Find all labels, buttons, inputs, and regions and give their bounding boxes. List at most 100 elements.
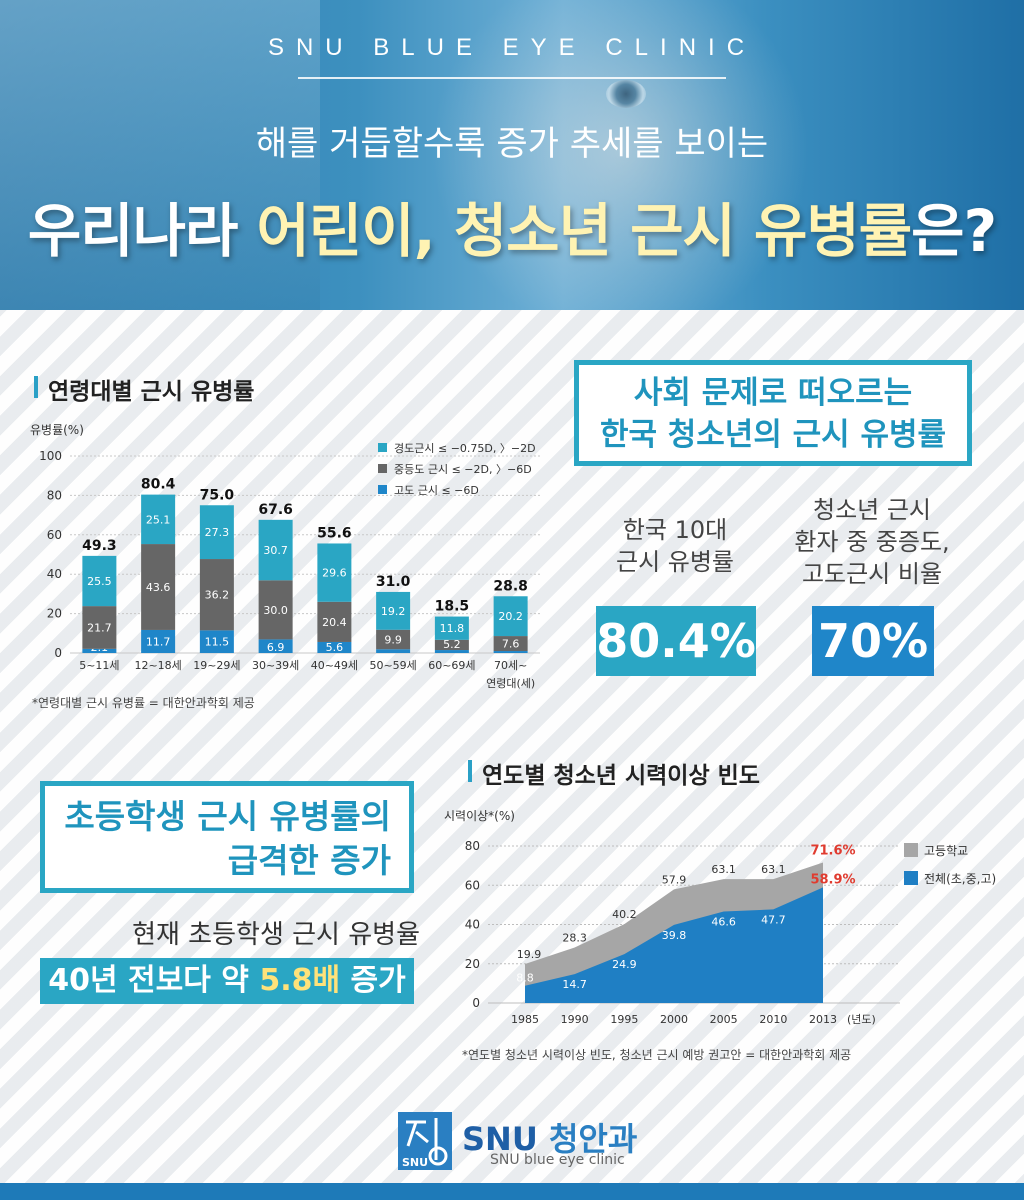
bar-legend-label: 중등도 근시 ≤ −2D, 〉−6D	[394, 463, 532, 476]
stat-severe-label-2: 환자 중 중증도,	[794, 528, 950, 556]
age-bar-chart: 유병률(%)0204060801002.121.725.549.35~11세11…	[30, 423, 540, 690]
bar-segment-label: 36.2	[205, 589, 230, 602]
stat-teen-label: 한국 10대 근시 유병률	[580, 514, 770, 578]
bar-total-label: 75.0	[200, 487, 235, 503]
bar-segment	[434, 650, 469, 653]
hero-title-part1: 우리나라	[27, 197, 257, 265]
area-legend-label: 고등학교	[924, 844, 968, 858]
bar-category-label: 12~18세	[134, 659, 181, 672]
logo-name-kr: 청안과	[548, 1120, 638, 1158]
bar-segment-label: 29.6	[322, 567, 347, 580]
bar-segment	[82, 555, 117, 607]
hero-title-part2: 은?	[911, 197, 997, 265]
bar-category-label: 30~39세	[252, 659, 299, 672]
area-data-label: 8.8	[516, 972, 534, 985]
bar-segment-label: 19.2	[381, 605, 406, 618]
bar-ytick-label: 60	[47, 528, 62, 542]
callout-elementary-line2: 급격한 증가	[227, 841, 391, 880]
section-heading-year: 연도별 청소년 시력이상 빈도	[468, 756, 760, 790]
age-chart-note: *연령대별 근시 유병률 = 대한안과학회 제공	[32, 696, 255, 710]
callout-social-issue: 사회 문제로 떠오르는 한국 청소년의 근시 유병률	[574, 360, 972, 466]
bar-segment	[317, 601, 352, 642]
bar-total-label: 55.6	[317, 525, 352, 541]
bar-segment-label: 5.2	[443, 638, 461, 651]
bar-segment	[199, 505, 234, 560]
callout-social-line1: 사회 문제로 떠오르는	[633, 375, 913, 411]
bar-segment-label: 9.9	[384, 634, 402, 647]
clinic-logo-icon: SNU	[398, 1112, 452, 1170]
bar-segment-label: 25.5	[87, 575, 112, 588]
bar-segment	[141, 494, 176, 545]
bar-total-label: 67.6	[258, 502, 293, 518]
year-area-chart: 시력이상*(%) 0 20 40 60 80 1985 1990 1995 2000 2005 201…	[444, 809, 996, 1026]
area-xtick-label: 2013	[809, 1013, 837, 1026]
bar-total-label: 18.5	[435, 599, 470, 615]
stat-severe-label-1: 청소년 근시	[812, 496, 932, 524]
bar-ytick-label: 40	[47, 567, 62, 581]
bar-total-label: 80.4	[141, 477, 176, 493]
bar-segment	[434, 616, 469, 640]
bar-category-label: 40~49세	[311, 659, 358, 672]
bar-ytick-label: 80	[47, 488, 62, 502]
bar-category-label: 50~59세	[369, 659, 416, 672]
bar-segment	[493, 651, 528, 653]
bar-segment	[141, 544, 176, 630]
hero-photo-equipment	[0, 0, 320, 310]
area-xtick-label: 1995	[610, 1013, 638, 1026]
stat-teen-label-1: 한국 10대	[622, 516, 728, 544]
bar-total-label: 49.3	[82, 538, 117, 554]
bar-segment	[493, 596, 528, 637]
area-data-label: 40.2	[612, 908, 637, 921]
callout-elementary-line1: 초등학생 근시 유병률의	[64, 797, 391, 836]
area-data-label: 63.1	[761, 863, 786, 876]
bar-segment	[258, 639, 293, 653]
bar-xlabel-suffix: 연령대(세)	[486, 677, 535, 690]
bar-segment-label: 11.7	[146, 635, 171, 648]
logo-name-en: SNU	[462, 1120, 549, 1158]
bar-segment	[199, 630, 234, 653]
area-data-label: 57.9	[662, 873, 687, 886]
area-data-label: 28.3	[562, 931, 587, 944]
bar-legend-label: 고도 근시 ≤ −6D	[394, 484, 479, 497]
bar-segment	[82, 648, 117, 653]
area-ytick-label: 0	[472, 996, 480, 1010]
area-data-label: 24.9	[612, 958, 637, 971]
bar-category-label: 5~11세	[79, 659, 119, 672]
area-ytick-label: 40	[465, 918, 480, 932]
area-xtick-label: 1985	[511, 1013, 539, 1026]
bar-segment	[317, 641, 352, 653]
bar-segment	[82, 606, 117, 649]
hero-divider	[298, 77, 726, 79]
footer-bar	[0, 1183, 1024, 1200]
area-data-label: 19.9	[517, 948, 542, 961]
area-data-label: 58.9%	[810, 872, 855, 887]
clinic-logo-mark: SNU	[398, 1112, 452, 1170]
brand-line: SNU BLUE EYE CLINIC	[267, 34, 757, 61]
bar-segment-label: 21.7	[87, 621, 112, 634]
stat-teen-label-2: 근시 유병률	[615, 548, 735, 576]
hero-title-highlight: 어린이, 청소년 근시 유병률	[256, 197, 913, 265]
area-legend-swatch	[904, 871, 918, 885]
bar-total-label: 28.8	[493, 578, 528, 594]
bar-segment	[493, 636, 528, 652]
bar-ytick-label: 20	[47, 607, 62, 621]
bar-ytick-label: 100	[39, 449, 62, 463]
bar-segment-label: 27.3	[205, 526, 230, 539]
bar-segment	[199, 559, 234, 631]
bar-ylabel: 유병률(%)	[30, 423, 84, 437]
area-xtick-label: 2010	[759, 1013, 787, 1026]
section-heading-age: 연령대별 근시 유병률	[34, 372, 254, 406]
growth-banner: 40년 전보다 약 5.8배 증가	[40, 958, 414, 1004]
bar-legend-swatch	[378, 443, 387, 452]
bar-category-label: 60~69세	[428, 659, 475, 672]
area-xtick-label: 1990	[561, 1013, 589, 1026]
logo-mark-text: SNU	[402, 1156, 428, 1169]
area-data-label: 46.6	[711, 916, 736, 929]
growth-banner-part2: 증가	[340, 963, 406, 998]
year-chart-container: 시력이상*(%) 0 20 40 60 80 1985 1990 1995 2000 2005 201…	[430, 800, 1024, 1035]
bar-legend-swatch	[378, 464, 387, 473]
stat-severe-label: 청소년 근시 환자 중 중증도, 고도근시 비율	[772, 494, 972, 590]
bar-segment-label: 6.9	[267, 641, 285, 654]
bar-segment-label: 25.1	[146, 513, 171, 526]
stat-severe-value: 70%	[812, 606, 934, 676]
